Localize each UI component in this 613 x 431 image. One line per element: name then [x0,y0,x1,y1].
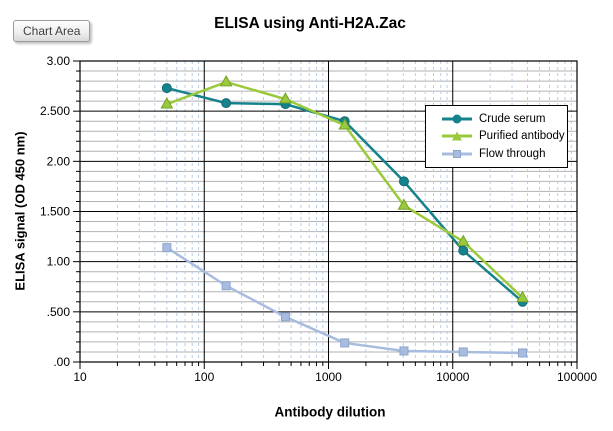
data-point-triangle[interactable] [219,75,233,87]
data-point-triangle[interactable] [516,290,529,303]
data-point-square[interactable] [280,312,290,322]
legend-item-crude-serum[interactable]: Crude serum [442,113,561,125]
legend-label: Crude serum [479,112,546,125]
x-axis-title: Antibody dilution [274,404,386,420]
svg-text:.500: .500 [47,305,71,319]
legend-label: Purified antibody [479,130,565,143]
square-marker-icon [442,149,472,160]
svg-text:10000: 10000 [436,370,470,384]
series-flow-through[interactable] [162,243,528,358]
legend-item-purified-antibody[interactable]: Purified antibody [442,130,565,142]
series-purified-antibody[interactable] [160,75,529,303]
legend-item-flow-through[interactable]: Flow through [442,148,561,160]
data-point-circle[interactable] [398,176,409,187]
data-point-circle[interactable] [221,98,232,109]
data-point-triangle[interactable] [338,118,352,130]
data-point-square[interactable] [458,347,468,357]
circle-marker-icon [442,113,472,124]
y-tick-labels: 3.00 2.500 2.00 1.500 1.00 .500 .00 [40,54,70,369]
gridlines [80,61,577,362]
x-tick-labels: 10 100 1000 10000 100000 [73,370,597,384]
legend-label: Flow through [479,148,546,161]
data-point-square[interactable] [162,243,172,253]
chart-area-tooltip: Chart Area [13,20,91,42]
svg-text:2.500: 2.500 [40,104,70,118]
data-point-triangle[interactable] [160,97,174,109]
chart-title: ELISA using Anti-H2A.Zac [214,15,406,32]
svg-text:2.00: 2.00 [47,154,71,168]
data-point-square[interactable] [399,346,409,356]
data-point-square[interactable] [340,338,350,348]
y-axis-title: ELISA signal (OD 450 nm) [12,131,28,291]
legend[interactable]: Crude serum Purified antibody Flow throu… [425,105,568,168]
svg-text:1000: 1000 [315,370,342,384]
svg-text:.00: .00 [53,355,70,369]
data-point-square[interactable] [518,348,528,358]
svg-text:3.00: 3.00 [47,54,71,68]
svg-text:100000: 100000 [557,370,597,384]
axis-ticks [73,60,578,369]
data-point-triangle[interactable] [279,92,292,104]
data-point-circle[interactable] [161,83,172,94]
data-point-square[interactable] [221,281,231,291]
chart-area-tooltip-label: Chart Area [23,24,81,38]
svg-text:100: 100 [194,370,214,384]
data-point-triangle[interactable] [456,234,470,246]
svg-text:10: 10 [73,370,87,384]
svg-text:1.00: 1.00 [47,255,71,269]
triangle-marker-icon [442,131,472,142]
data-point-triangle[interactable] [397,198,411,210]
data-point-circle[interactable] [458,245,469,256]
svg-text:1.500: 1.500 [40,205,70,219]
